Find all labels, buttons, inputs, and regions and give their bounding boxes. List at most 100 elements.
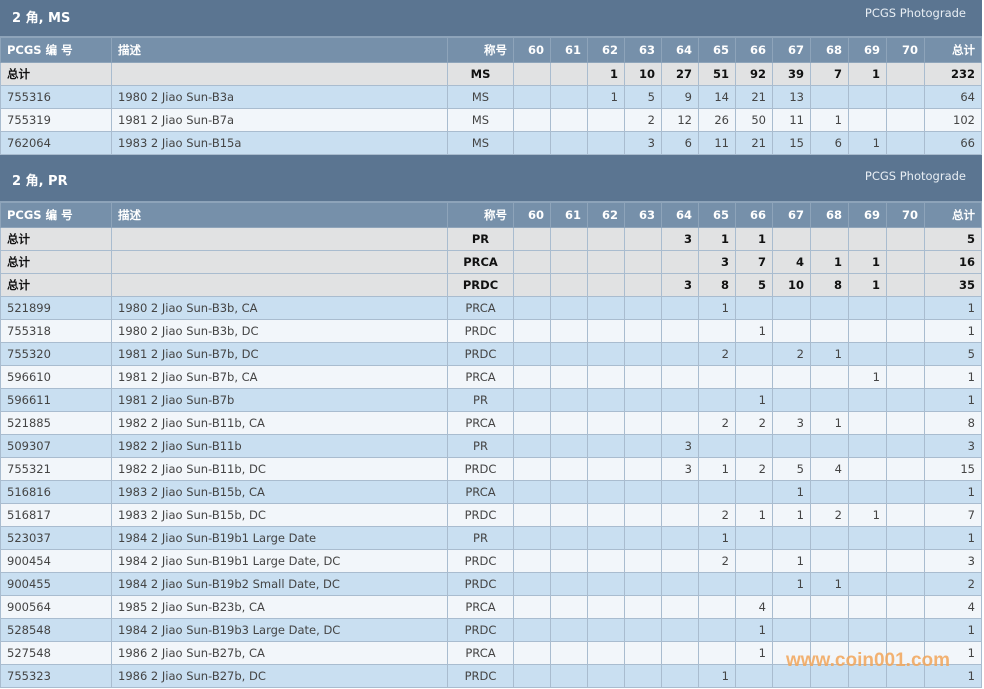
grade-count-cell: 1	[848, 273, 887, 297]
pcgs-number-link[interactable]: 527548	[0, 641, 112, 665]
col-header-grade-66[interactable]: 66	[735, 37, 773, 63]
pcgs-number-link[interactable]: 516817	[0, 503, 112, 527]
col-header-grade-67[interactable]: 67	[772, 202, 811, 228]
pcgs-number-link[interactable]: 755318	[0, 319, 112, 343]
col-header-grade-63[interactable]: 63	[624, 202, 662, 228]
grade-count-cell	[587, 388, 625, 412]
col-header-pcgs-number[interactable]: PCGS 编 号	[0, 202, 112, 228]
pcgs-number-link[interactable]: 521885	[0, 411, 112, 435]
grade-count-cell	[624, 503, 662, 527]
grade-count-cell	[886, 595, 925, 619]
photograde-link[interactable]: PCGS Photograde	[864, 169, 966, 183]
grade-count-cell	[886, 62, 925, 86]
pcgs-number-link[interactable]: 516816	[0, 480, 112, 504]
grade-count-cell	[624, 664, 662, 688]
table-row: 900564 1985 2 Jiao Sun-B23b, CA PRCA 4 4	[0, 595, 982, 619]
col-header-total[interactable]: 总计	[924, 37, 982, 63]
grade-count-cell	[550, 85, 588, 109]
designation-cell: MS	[447, 62, 514, 86]
col-header-grade-65[interactable]: 65	[698, 37, 736, 63]
col-header-grade-60[interactable]: 60	[513, 202, 551, 228]
col-header-grade-66[interactable]: 66	[735, 202, 773, 228]
description-cell: 1980 2 Jiao Sun-B3b, CA	[111, 296, 448, 320]
description-cell: 1984 2 Jiao Sun-B19b1 Large Date, DC	[111, 549, 448, 573]
pcgs-number-link[interactable]: 528548	[0, 618, 112, 642]
col-header-grade-64[interactable]: 64	[661, 202, 699, 228]
col-header-total[interactable]: 总计	[924, 202, 982, 228]
table-row: 516817 1983 2 Jiao Sun-B15b, DC PRDC 2 1 1 2 1 7	[0, 503, 982, 527]
description-cell: 1980 2 Jiao Sun-B3a	[111, 85, 448, 109]
grade-count-cell	[513, 388, 551, 412]
grade-count-cell	[772, 618, 811, 642]
pcgs-number-link[interactable]: 755323	[0, 664, 112, 688]
grade-count-cell: 1	[698, 296, 736, 320]
pcgs-number-link[interactable]: 900454	[0, 549, 112, 573]
pcgs-number-link[interactable]: 596610	[0, 365, 112, 389]
pcgs-number-link[interactable]: 596611	[0, 388, 112, 412]
pcgs-number-link[interactable]: 523037	[0, 526, 112, 550]
col-header-grade-63[interactable]: 63	[624, 37, 662, 63]
grade-count-cell	[513, 250, 551, 274]
grade-count-cell: 3	[624, 131, 662, 155]
population-table: PCGS 编 号描述 称号 60 61 62 63 64 65 66 67 68 69 70 总计 总计 MS…	[0, 37, 982, 155]
grade-count-cell	[513, 618, 551, 642]
col-header-grade-62[interactable]: 62	[587, 202, 625, 228]
grade-count-cell	[550, 131, 588, 155]
grade-count-cell	[886, 250, 925, 274]
grade-count-cell: 1	[810, 250, 849, 274]
col-header-grade-62[interactable]: 62	[587, 37, 625, 63]
grade-count-cell	[772, 595, 811, 619]
designation-cell: PRDC	[447, 342, 514, 366]
total-cell: 1	[924, 296, 982, 320]
col-header-grade-70[interactable]: 70	[886, 202, 925, 228]
col-header-grade-68[interactable]: 68	[810, 202, 849, 228]
col-header-designation[interactable]: 称号	[447, 37, 514, 63]
grade-count-cell	[772, 526, 811, 550]
col-header-grade-64[interactable]: 64	[661, 37, 699, 63]
total-cell: 5	[924, 342, 982, 366]
grade-count-cell	[624, 618, 662, 642]
grade-count-cell: 1	[698, 227, 736, 251]
pcgs-number-link[interactable]: 521899	[0, 296, 112, 320]
col-header-grade-68[interactable]: 68	[810, 37, 849, 63]
pcgs-number-link[interactable]: 755321	[0, 457, 112, 481]
col-header-grade-69[interactable]: 69	[848, 37, 887, 63]
col-header-grade-65[interactable]: 65	[698, 202, 736, 228]
grade-count-cell	[624, 526, 662, 550]
pcgs-number-link[interactable]: 755319	[0, 108, 112, 132]
description-cell: 1980 2 Jiao Sun-B3b, DC	[111, 319, 448, 343]
col-header-grade-61[interactable]: 61	[550, 202, 588, 228]
col-header-grade-69[interactable]: 69	[848, 202, 887, 228]
table-row: 900454 1984 2 Jiao Sun-B19b1 Large Date, …	[0, 549, 982, 573]
col-header-designation[interactable]: 称号	[447, 202, 514, 228]
col-header-grade-67[interactable]: 67	[772, 37, 811, 63]
pcgs-number-link[interactable]: 755316	[0, 85, 112, 109]
designation-cell: PR	[447, 434, 514, 458]
pcgs-number-link[interactable]: 762064	[0, 131, 112, 155]
col-header-grade-60[interactable]: 60	[513, 37, 551, 63]
grade-count-cell: 1	[772, 549, 811, 573]
grade-count-cell: 6	[661, 131, 699, 155]
col-header-grade-70[interactable]: 70	[886, 37, 925, 63]
description-cell: 1985 2 Jiao Sun-B23b, CA	[111, 595, 448, 619]
grade-count-cell	[587, 319, 625, 343]
col-header-description[interactable]: 描述	[111, 37, 448, 63]
col-header-description[interactable]: 描述	[111, 202, 448, 228]
photograde-link[interactable]: PCGS Photograde	[864, 6, 966, 20]
grade-count-cell: 1	[848, 131, 887, 155]
col-header-pcgs-number[interactable]: PCGS 编 号	[0, 37, 112, 63]
col-header-grade-61[interactable]: 61	[550, 37, 588, 63]
grade-count-cell	[550, 388, 588, 412]
grade-count-cell	[698, 319, 736, 343]
pcgs-number-link[interactable]: 900455	[0, 572, 112, 596]
grade-count-cell: 3	[661, 227, 699, 251]
grade-count-cell	[810, 595, 849, 619]
pcgs-number-link[interactable]: 509307	[0, 434, 112, 458]
pcgs-number-link[interactable]: 900564	[0, 595, 112, 619]
grade-count-cell	[550, 108, 588, 132]
description-cell: 1983 2 Jiao Sun-B15b, DC	[111, 503, 448, 527]
grade-count-cell: 3	[772, 411, 811, 435]
pcgs-number-link[interactable]: 755320	[0, 342, 112, 366]
grade-count-cell	[848, 457, 887, 481]
grade-count-cell: 1	[735, 641, 773, 665]
